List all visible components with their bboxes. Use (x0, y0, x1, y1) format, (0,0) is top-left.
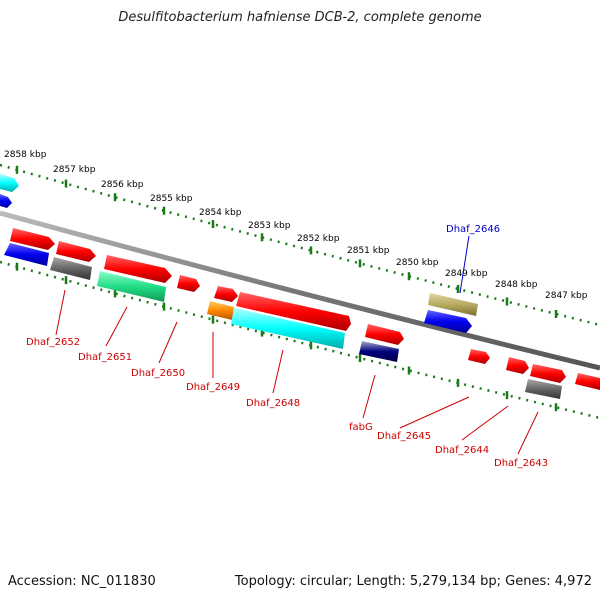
feature-cyan-long[interactable] (231, 308, 345, 349)
gene-label-dhaf-2644[interactable]: Dhaf_2644 (435, 445, 489, 456)
feature-red-b[interactable] (56, 241, 96, 262)
feature-dhaf-2651-blue[interactable] (4, 243, 49, 266)
outer-dotted-track (0, 163, 600, 327)
feature-red-g[interactable] (575, 373, 600, 390)
gene-label-dhaf-2651[interactable]: Dhaf_2651 (78, 352, 132, 363)
inner-ticks (15, 262, 558, 412)
kbp-label-2849: 2849 kbp (445, 269, 488, 279)
callout-dhaf-2651 (105, 306, 128, 347)
kbp-label-2848: 2848 kbp (495, 280, 538, 290)
feature-dhaf-2646[interactable] (428, 293, 478, 316)
kbp-label-2857: 2857 kbp (53, 165, 96, 175)
callout-dhaf-2644 (461, 405, 509, 441)
kbp-label-2851: 2851 kbp (347, 246, 390, 256)
feature-orange[interactable] (207, 301, 234, 320)
feature-navy[interactable] (359, 341, 399, 362)
outer-ticks (15, 165, 558, 318)
gene-label-dhaf-2643[interactable]: Dhaf_2643 (494, 458, 548, 469)
feature-dhaf-2650[interactable] (104, 255, 172, 283)
callout-dhaf-2652 (55, 289, 66, 336)
feature-red-e[interactable] (506, 357, 529, 374)
feature-red-c[interactable] (177, 275, 200, 292)
map-title: Desulfitobacterium hafniense DCB-2, comp… (118, 10, 482, 25)
feature-green[interactable] (97, 271, 166, 302)
kbp-label-2850: 2850 kbp (396, 258, 439, 268)
gene-label-dhaf-2645[interactable]: Dhaf_2645 (377, 431, 431, 442)
accession-text: Accession: NC_011830 (8, 574, 156, 589)
feature-gray-a[interactable] (50, 257, 92, 280)
kbp-label-2852: 2852 kbp (297, 234, 340, 244)
gene-label-dhaf-2650[interactable]: Dhaf_2650 (131, 368, 185, 379)
kbp-label-2853: 2853 kbp (248, 221, 291, 231)
feature-red-d[interactable] (468, 349, 490, 364)
feature-red-f[interactable] (530, 364, 566, 383)
gene-label-dhaf-2652[interactable]: Dhaf_2652 (26, 337, 80, 348)
feature-blue-edge-top[interactable] (0, 194, 12, 208)
kbp-label-2855: 2855 kbp (150, 194, 193, 204)
callout-dhaf-2645 (399, 396, 470, 429)
callout-dhaf-2650 (158, 321, 178, 364)
topology-summary: Topology: circular; Length: 5,279,134 bp… (234, 574, 592, 589)
callout-dhaf-2646 (459, 235, 470, 294)
callout-fabg (362, 374, 376, 419)
gene-label-dhaf-2648[interactable]: Dhaf_2648 (246, 398, 300, 409)
kbp-label-2854: 2854 kbp (199, 208, 242, 218)
feature-dhaf-2649-top[interactable] (214, 286, 238, 302)
callout-dhaf-2643 (517, 411, 539, 455)
gene-label-dhaf-2646[interactable]: Dhaf_2646 (446, 224, 500, 235)
feature-cyan-edge-top[interactable] (0, 174, 19, 192)
kbp-label-2856: 2856 kbp (101, 180, 144, 190)
genome-backbone (0, 210, 600, 371)
feature-fabg-top[interactable] (365, 324, 404, 345)
gene-label-fabg[interactable]: fabG (349, 422, 373, 433)
feature-dhaf-2648-top[interactable] (236, 292, 351, 331)
kbp-label-2858: 2858 kbp (4, 150, 47, 160)
feature-dhaf-2652[interactable] (10, 228, 55, 250)
callout-dhaf-2648 (272, 349, 284, 394)
feature-blue-2646[interactable] (424, 310, 472, 333)
gene-label-dhaf-2649[interactable]: Dhaf_2649 (186, 382, 240, 393)
feature-gray-b[interactable] (525, 379, 562, 399)
kbp-label-2847: 2847 kbp (545, 291, 588, 301)
